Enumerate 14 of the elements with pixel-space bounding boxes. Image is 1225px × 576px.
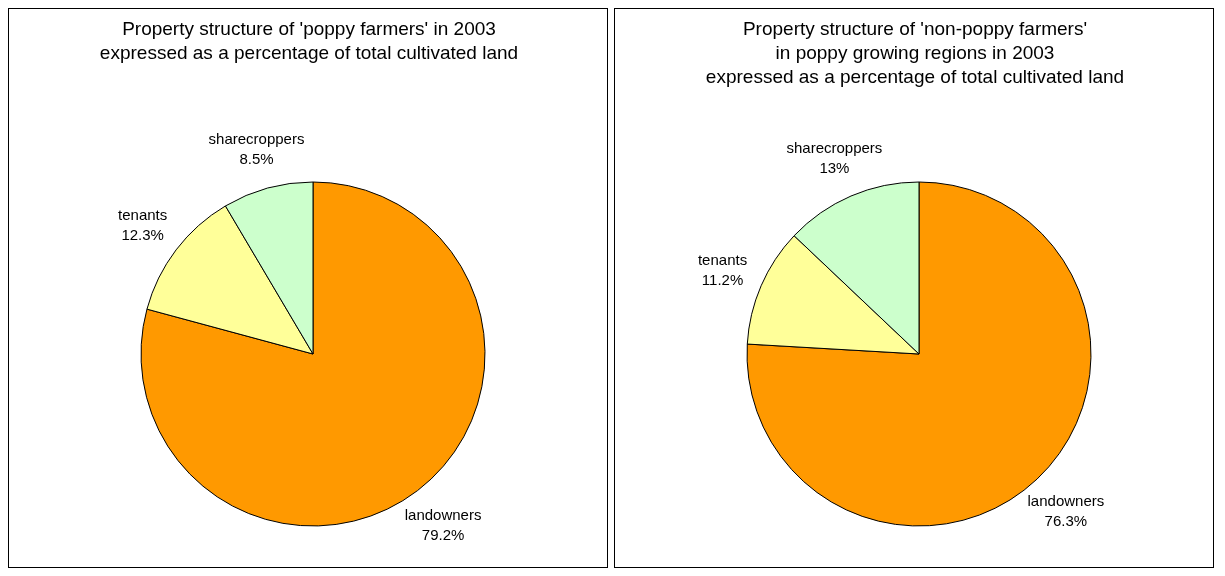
chart-title: Property structure of 'non-poppy farmers' in poppy growing regions in 2003 expressed as a percentage of total cultivated land: [704, 17, 1126, 89]
data-label: 11.2%: [701, 271, 744, 289]
data-label: 79.2%: [421, 525, 465, 543]
slice-label: tenants: [697, 251, 748, 269]
data-label: 8.5%: [239, 149, 274, 167]
slice-label: sharecroppers: [786, 139, 883, 157]
data-label: 12.3%: [121, 226, 164, 244]
slice-label: tenants: [118, 206, 168, 224]
chart-title: Property structure of 'poppy farmers' in 2003 expressed as a percentage of total cultivated land: [98, 17, 520, 65]
slice-label: landowners: [1027, 491, 1105, 509]
slice-label: landowners: [404, 505, 482, 523]
data-label: 13%: [819, 159, 850, 177]
data-label: 76.3%: [1044, 511, 1088, 529]
slice-label: sharecroppers: [208, 129, 305, 147]
